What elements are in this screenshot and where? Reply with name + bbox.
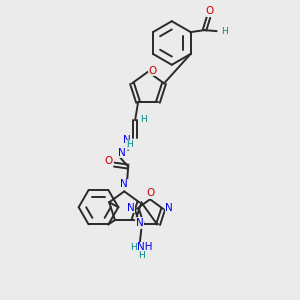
Text: O: O: [149, 66, 157, 76]
Text: O: O: [206, 6, 214, 16]
Text: H: H: [130, 243, 137, 252]
Text: O: O: [104, 156, 112, 166]
Text: H: H: [140, 115, 146, 124]
Text: NH: NH: [137, 242, 153, 252]
Text: N: N: [165, 203, 173, 213]
Text: N: N: [123, 135, 131, 145]
Text: N: N: [136, 218, 143, 228]
Text: N: N: [118, 148, 126, 158]
Text: H: H: [139, 250, 145, 260]
Text: N: N: [120, 179, 128, 189]
Text: O: O: [147, 188, 155, 198]
Text: H: H: [221, 27, 228, 36]
Text: N: N: [127, 203, 135, 213]
Text: H: H: [126, 140, 133, 149]
